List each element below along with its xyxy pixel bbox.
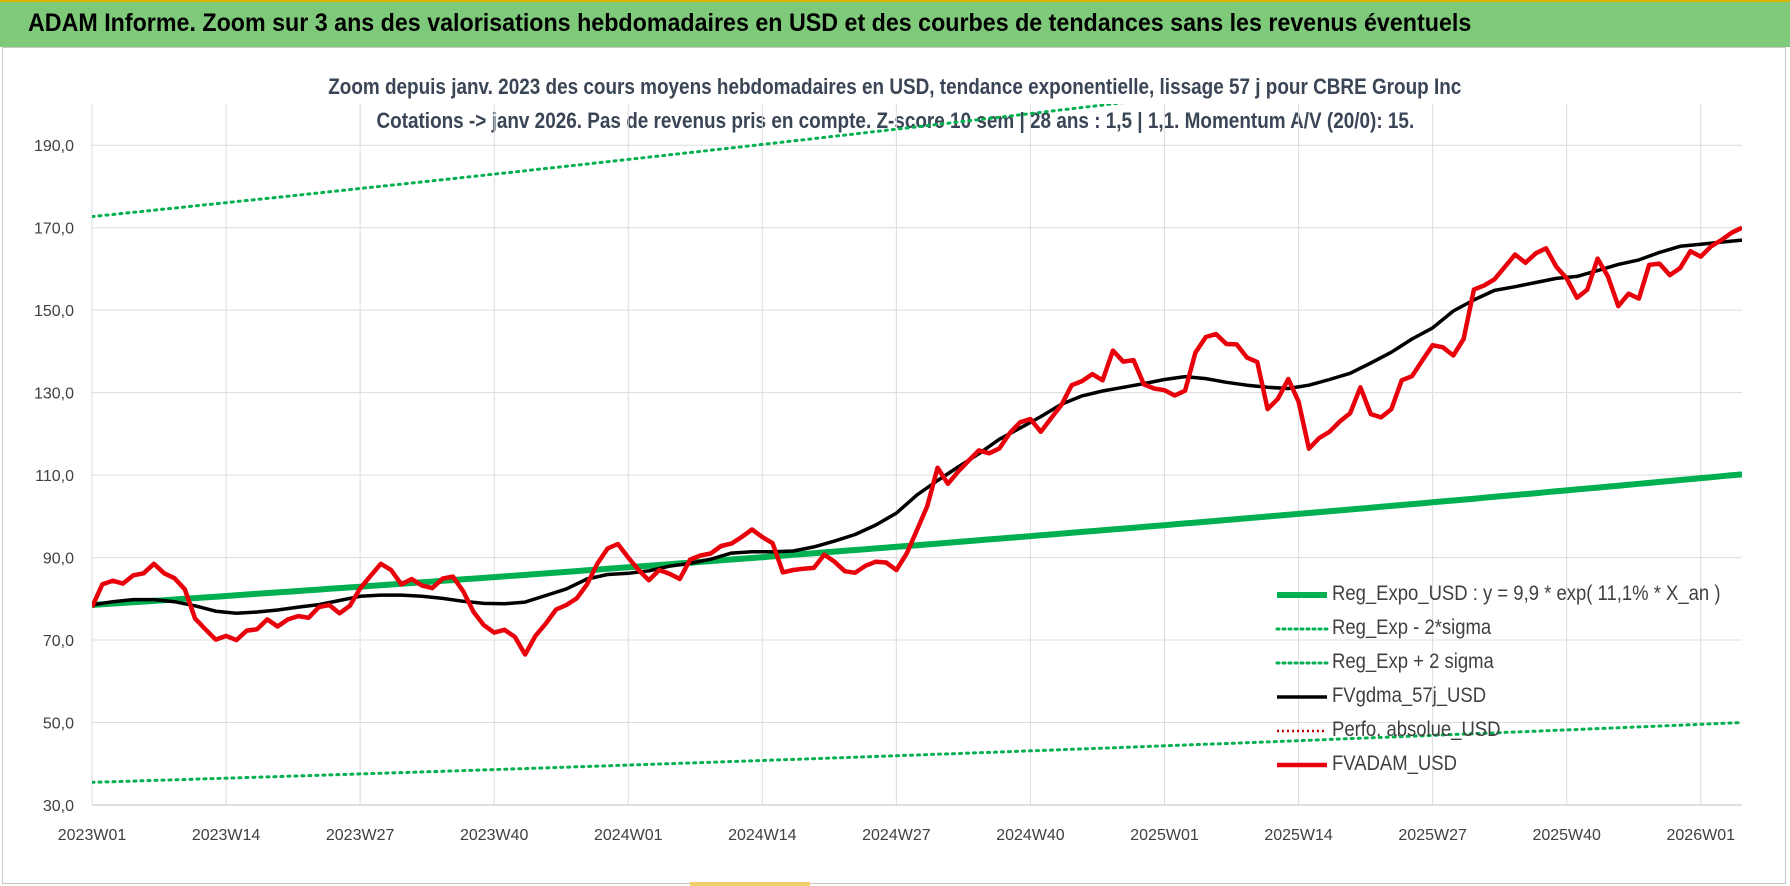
header-banner: ADAM Informe. Zoom sur 3 ans des valoris… (0, 0, 1790, 47)
y-tick-label: 90,0 (43, 551, 74, 568)
legend-item-reg-expo: Reg_Expo_USD : y = 9,9 * exp( 11,1% * X_… (1275, 580, 1755, 610)
x-tick-label: 2026W01 (1667, 827, 1736, 844)
page-title: ADAM Informe. Zoom sur 3 ans des valoris… (28, 9, 1472, 37)
legend-item-reg-minus: Reg_Exp - 2*sigma (1275, 614, 1755, 644)
series-line-1 (92, 721, 1742, 784)
series-line-2 (92, 104, 1125, 219)
legend-label-reg-expo: Reg_Expo_USD : y = 9,9 * exp( 11,1% * X_… (1332, 582, 1721, 605)
legend-label-reg-plus: Reg_Exp + 2 sigma (1332, 650, 1494, 673)
x-tick-label: 2023W40 (460, 827, 529, 844)
y-tick-label: 170,0 (34, 221, 74, 238)
x-tick-label: 2024W27 (862, 827, 931, 844)
y-tick-label: 110,0 (35, 468, 74, 485)
chart-title: Zoom depuis janv. 2023 des cours moyens … (0, 74, 1790, 100)
x-tick-label: 2025W01 (1130, 827, 1199, 844)
x-tick-label: 2023W27 (326, 827, 395, 844)
legend-swatch-reg-expo (1277, 592, 1327, 598)
x-tick-label: 2024W14 (728, 827, 797, 844)
y-tick-label: 150,0 (34, 303, 74, 320)
chart-frame (2, 47, 1786, 884)
legend-item-fvgdma: FVgdma_57j_USD (1275, 682, 1755, 712)
legend-swatch-reg-plus (1275, 661, 1329, 665)
y-tick-label: 30,0 (43, 798, 74, 815)
x-tick-label: 2025W14 (1264, 827, 1333, 844)
legend-label-fvgdma: FVgdma_57j_USD (1332, 684, 1487, 707)
series-line-0 (92, 471, 1742, 608)
x-tick-label: 2024W40 (996, 827, 1065, 844)
legend-swatch-reg-minus (1275, 627, 1329, 631)
legend-item-fvadam: FVADAM_USD (1275, 750, 1755, 780)
chart-title-text: Zoom depuis janv. 2023 des cours moyens … (328, 74, 1462, 99)
y-tick-label: 50,0 (43, 716, 74, 733)
legend-label-reg-minus: Reg_Exp - 2*sigma (1332, 616, 1492, 639)
legend-swatch-fvadam (1277, 762, 1327, 768)
series-line-3 (92, 238, 1742, 616)
series-line-5 (92, 225, 1742, 657)
y-tick-label: 190,0 (34, 138, 74, 155)
x-tick-label: 2023W01 (58, 827, 127, 844)
x-tick-label: 2025W27 (1398, 827, 1467, 844)
legend-swatch-fvgdma (1277, 695, 1327, 699)
legend-label-fvadam: FVADAM_USD (1332, 752, 1457, 775)
legend-item-perfo: Perfo. absolue_USD (1275, 716, 1755, 746)
x-tick-label: 2023W14 (192, 827, 261, 844)
x-tick-label: 2025W40 (1532, 827, 1601, 844)
legend-item-reg-plus: Reg_Exp + 2 sigma (1275, 648, 1755, 678)
y-tick-label: 70,0 (43, 633, 74, 650)
x-tick-label: 2024W01 (594, 827, 663, 844)
bottom-accent-bar (690, 882, 810, 886)
legend-swatch-perfo (1277, 729, 1327, 733)
legend-label-perfo: Perfo. absolue_USD (1332, 718, 1501, 741)
y-tick-label: 130,0 (34, 386, 74, 403)
